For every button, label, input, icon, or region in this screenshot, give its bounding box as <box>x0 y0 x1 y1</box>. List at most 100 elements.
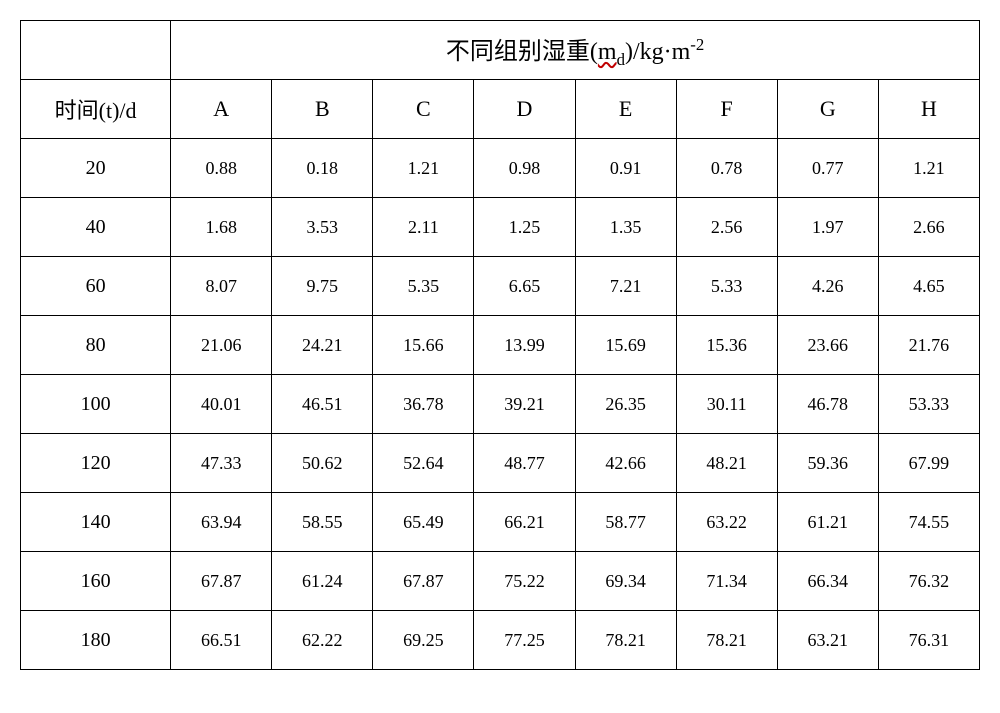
time-cell: 180 <box>21 611 171 670</box>
data-cell: 9.75 <box>272 257 373 316</box>
time-cell: 60 <box>21 257 171 316</box>
data-cell: 63.21 <box>777 611 878 670</box>
data-cell: 1.35 <box>575 198 676 257</box>
col-header: B <box>272 80 373 139</box>
data-cell: 67.87 <box>373 552 474 611</box>
data-cell: 76.31 <box>878 611 979 670</box>
data-cell: 69.25 <box>373 611 474 670</box>
table-row: 16067.8761.2467.8775.2269.3471.3466.3476… <box>21 552 980 611</box>
data-cell: 5.33 <box>676 257 777 316</box>
data-cell: 46.51 <box>272 375 373 434</box>
data-cell: 66.51 <box>171 611 272 670</box>
time-cell: 20 <box>21 139 171 198</box>
table-body: 200.880.181.210.980.910.780.771.21401.68… <box>21 139 980 670</box>
table-row: 608.079.755.356.657.215.334.264.65 <box>21 257 980 316</box>
data-cell: 77.25 <box>474 611 575 670</box>
col-header: G <box>777 80 878 139</box>
col-header: A <box>171 80 272 139</box>
table-row: 10040.0146.5136.7839.2126.3530.1146.7853… <box>21 375 980 434</box>
time-cell: 40 <box>21 198 171 257</box>
data-cell: 1.25 <box>474 198 575 257</box>
header-span-cell: 不同组别湿重(md)/kg·m-2 <box>171 21 980 80</box>
data-cell: 66.34 <box>777 552 878 611</box>
data-cell: 15.69 <box>575 316 676 375</box>
data-cell: 0.91 <box>575 139 676 198</box>
data-cell: 0.98 <box>474 139 575 198</box>
table-row: 14063.9458.5565.4966.2158.7763.2261.2174… <box>21 493 980 552</box>
data-cell: 67.87 <box>171 552 272 611</box>
corner-cell <box>21 21 171 80</box>
col-header: E <box>575 80 676 139</box>
time-cell: 120 <box>21 434 171 493</box>
data-cell: 63.94 <box>171 493 272 552</box>
data-cell: 40.01 <box>171 375 272 434</box>
data-cell: 48.77 <box>474 434 575 493</box>
data-cell: 1.21 <box>373 139 474 198</box>
data-cell: 23.66 <box>777 316 878 375</box>
time-header-cell: 时间(t)/d <box>21 80 171 139</box>
data-cell: 7.21 <box>575 257 676 316</box>
data-cell: 30.11 <box>676 375 777 434</box>
data-cell: 78.21 <box>575 611 676 670</box>
col-header: C <box>373 80 474 139</box>
data-cell: 67.99 <box>878 434 979 493</box>
header-row-2: 时间(t)/d A B C D E F G H <box>21 80 980 139</box>
table-row: 401.683.532.111.251.352.561.972.66 <box>21 198 980 257</box>
data-cell: 71.34 <box>676 552 777 611</box>
data-cell: 36.78 <box>373 375 474 434</box>
data-cell: 46.78 <box>777 375 878 434</box>
data-cell: 15.36 <box>676 316 777 375</box>
data-cell: 2.11 <box>373 198 474 257</box>
data-cell: 50.62 <box>272 434 373 493</box>
header-row-1: 不同组别湿重(md)/kg·m-2 <box>21 21 980 80</box>
data-cell: 2.56 <box>676 198 777 257</box>
data-cell: 2.66 <box>878 198 979 257</box>
data-cell: 1.97 <box>777 198 878 257</box>
data-cell: 21.76 <box>878 316 979 375</box>
data-cell: 39.21 <box>474 375 575 434</box>
data-cell: 4.65 <box>878 257 979 316</box>
data-cell: 1.68 <box>171 198 272 257</box>
data-cell: 52.64 <box>373 434 474 493</box>
data-cell: 6.65 <box>474 257 575 316</box>
data-cell: 63.22 <box>676 493 777 552</box>
table-row: 12047.3350.6252.6448.7742.6648.2159.3667… <box>21 434 980 493</box>
data-cell: 76.32 <box>878 552 979 611</box>
table-row: 8021.0624.2115.6613.9915.6915.3623.6621.… <box>21 316 980 375</box>
data-cell: 58.55 <box>272 493 373 552</box>
data-cell: 61.21 <box>777 493 878 552</box>
data-cell: 8.07 <box>171 257 272 316</box>
data-table: 不同组别湿重(md)/kg·m-2 时间(t)/d A B C D E F G … <box>20 20 980 670</box>
table-row: 200.880.181.210.980.910.780.771.21 <box>21 139 980 198</box>
time-cell: 140 <box>21 493 171 552</box>
data-cell: 3.53 <box>272 198 373 257</box>
data-cell: 0.88 <box>171 139 272 198</box>
data-cell: 48.21 <box>676 434 777 493</box>
data-cell: 0.77 <box>777 139 878 198</box>
data-cell: 65.49 <box>373 493 474 552</box>
table-row: 18066.5162.2269.2577.2578.2178.2163.2176… <box>21 611 980 670</box>
data-cell: 0.78 <box>676 139 777 198</box>
data-cell: 61.24 <box>272 552 373 611</box>
data-cell: 59.36 <box>777 434 878 493</box>
col-header: D <box>474 80 575 139</box>
data-cell: 62.22 <box>272 611 373 670</box>
data-cell: 5.35 <box>373 257 474 316</box>
time-cell: 80 <box>21 316 171 375</box>
data-cell: 66.21 <box>474 493 575 552</box>
data-cell: 69.34 <box>575 552 676 611</box>
data-cell: 13.99 <box>474 316 575 375</box>
data-cell: 4.26 <box>777 257 878 316</box>
data-cell: 1.21 <box>878 139 979 198</box>
data-cell: 58.77 <box>575 493 676 552</box>
data-cell: 74.55 <box>878 493 979 552</box>
col-header: H <box>878 80 979 139</box>
data-cell: 75.22 <box>474 552 575 611</box>
time-cell: 160 <box>21 552 171 611</box>
data-cell: 0.18 <box>272 139 373 198</box>
time-cell: 100 <box>21 375 171 434</box>
data-cell: 42.66 <box>575 434 676 493</box>
col-header: F <box>676 80 777 139</box>
data-cell: 15.66 <box>373 316 474 375</box>
data-cell: 24.21 <box>272 316 373 375</box>
